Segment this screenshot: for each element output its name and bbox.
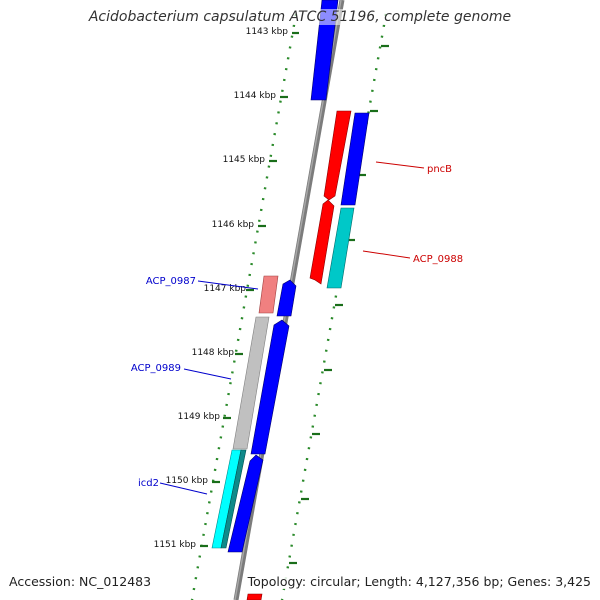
- gene-label-acp0988[interactable]: ACP_0988: [413, 254, 463, 265]
- tick-label-1144: 1144 kbp: [234, 91, 277, 101]
- map-title: Acidobacterium capsulatum ATCC 51196, co…: [0, 9, 600, 25]
- gene-acp0989-gray[interactable]: [232, 316, 270, 450]
- tick-label-1149: 1149 kbp: [178, 412, 221, 422]
- tick-marks: [200, 31, 389, 565]
- tick-label-1151: 1151 kbp: [154, 540, 197, 550]
- reverse-strand-genes: [211, 275, 297, 553]
- gene-leader-lines: [159, 161, 425, 495]
- gene-blue-1150[interactable]: [227, 454, 264, 553]
- gene-pncb-red[interactable]: [323, 110, 352, 201]
- tick-labels: 1143 kbp 1144 kbp 1145 kbp 1146 kbp 1147…: [154, 27, 289, 550]
- tick-label-1146: 1146 kbp: [212, 220, 255, 230]
- gene-blue-pncb-region[interactable]: [340, 112, 370, 206]
- leader-pncb: [375, 161, 425, 169]
- gene-acp0987-pink[interactable]: [258, 275, 279, 314]
- leader-icd2: [159, 482, 208, 495]
- gene-blue-1147[interactable]: [276, 279, 297, 317]
- gene-label-icd2[interactable]: icd2: [138, 478, 159, 489]
- leader-acp0987: [197, 280, 259, 290]
- tick-label-1145: 1145 kbp: [223, 155, 266, 165]
- forward-strand-genes: [246, 0, 370, 600]
- tick-label-1143: 1143 kbp: [246, 27, 289, 37]
- inner-ruler-track: [190, 13, 298, 600]
- outer-ruler-track: [280, 13, 388, 600]
- tick-label-1150: 1150 kbp: [166, 476, 209, 486]
- gene-label-pncb[interactable]: pncB: [427, 164, 452, 175]
- tick-label-1148: 1148 kbp: [192, 348, 235, 358]
- gene-blue-1148[interactable]: [250, 319, 290, 455]
- leader-acp0989: [183, 368, 232, 380]
- gene-bottom-red[interactable]: [246, 593, 263, 600]
- gene-blue-top[interactable]: [310, 0, 339, 101]
- accession-text: Accession: NC_012483: [9, 574, 152, 589]
- gene-icd2-teal[interactable]: [220, 449, 247, 549]
- leader-acp0988: [362, 250, 411, 259]
- gene-acp0988-cyan[interactable]: [326, 207, 355, 289]
- gene-label-acp0989[interactable]: ACP_0989: [131, 363, 181, 374]
- gene-label-acp0987[interactable]: ACP_0987: [146, 276, 196, 287]
- gene-acp0988-red[interactable]: [309, 199, 335, 285]
- tick-label-1147: 1147 kbp: [204, 284, 247, 294]
- genome-summary-text: Topology: circular; Length: 4,127,356 bp…: [247, 574, 591, 589]
- gene-labels: pncB ACP_0988 ACP_0987 ACP_0989 icd2: [131, 164, 463, 489]
